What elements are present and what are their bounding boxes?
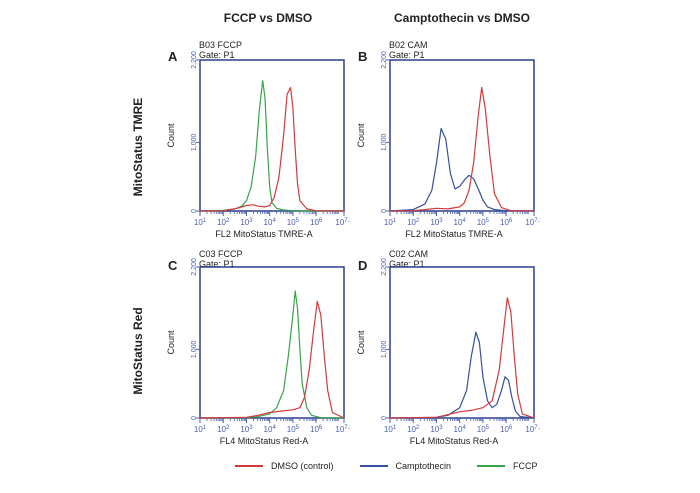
x-tick-label-c: 103 bbox=[240, 425, 253, 434]
column-title-fccp: FCCP vs DMSO bbox=[168, 11, 368, 25]
x-tick-label-c: 106 bbox=[310, 425, 323, 434]
legend-swatch-camptothecin bbox=[360, 465, 388, 467]
x-tick-label-a: 105 bbox=[287, 218, 300, 227]
y-tick-label-d: 0 bbox=[381, 416, 388, 420]
x-axis-label-a: FL2 MitoStatus TMRE-A bbox=[215, 229, 312, 239]
x-tick-label-c: 105 bbox=[287, 425, 300, 434]
x-tick-label-b: 102 bbox=[407, 218, 420, 227]
x-tick-label-a: 104 bbox=[264, 218, 277, 227]
y-tick-label-a: 1,000 bbox=[191, 134, 198, 152]
column-title-camptothecin: Camptothecin vs DMSO bbox=[362, 11, 562, 25]
plot-frame-c bbox=[200, 267, 344, 418]
legend-label-dmso: DMSO (control) bbox=[271, 461, 334, 471]
chart-panel-d: 101 102 103 104 105 106 107.2 0 1,000 2,200 Count F… bbox=[350, 257, 540, 447]
chart-panel-c: 101 102 103 104 105 106 107.2 0 1,000 2,200 Count F… bbox=[160, 257, 350, 447]
y-tick-label-c: 0 bbox=[191, 416, 198, 420]
chart-panel-b: 101 102 103 104 105 106 107.2 0 1,000 2,200 Count F… bbox=[350, 50, 540, 240]
y-tick-label-c: 2,200 bbox=[191, 258, 198, 276]
series-line-fccp bbox=[200, 81, 344, 211]
x-tick-label-d: 102 bbox=[407, 425, 420, 434]
series-line-camptothecin bbox=[390, 332, 534, 418]
row-title-tmre: MitoStatus TMRE bbox=[131, 67, 145, 227]
y-tick-label-a: 2,200 bbox=[191, 51, 198, 69]
x-axis-label-c: FL4 MitoStatus Red-A bbox=[220, 436, 309, 446]
x-tick-label-b: 101 bbox=[384, 218, 397, 227]
series-line-dmso-control bbox=[200, 301, 344, 418]
y-axis-label-d: Count bbox=[356, 330, 366, 355]
series-line-dmso-control bbox=[200, 88, 344, 212]
x-axis-label-d: FL4 MitoStatus Red-A bbox=[410, 436, 499, 446]
x-tick-label-d: 105 bbox=[477, 425, 490, 434]
x-tick-label-a: 102 bbox=[217, 218, 230, 227]
x-tick-label-a: 101 bbox=[194, 218, 207, 227]
legend-label-fccp: FCCP bbox=[513, 461, 538, 471]
series-line-dmso-control bbox=[390, 88, 534, 212]
x-tick-label-c: 104 bbox=[264, 425, 277, 434]
y-tick-label-d: 2,200 bbox=[381, 258, 388, 276]
y-tick-label-c: 1,000 bbox=[191, 341, 198, 359]
y-tick-label-d: 1,000 bbox=[381, 341, 388, 359]
x-tick-label-d: 103 bbox=[430, 425, 443, 434]
x-tick-label-b: 105 bbox=[477, 218, 490, 227]
x-tick-label-b: 103 bbox=[430, 218, 443, 227]
x-tick-label-b: 107.2 bbox=[525, 218, 540, 227]
series-line-fccp bbox=[200, 291, 344, 418]
panel-a-sample: B03 FCCP bbox=[199, 40, 242, 50]
legend-item-fccp: FCCP bbox=[477, 461, 538, 471]
x-tick-label-b: 106 bbox=[500, 218, 513, 227]
legend-swatch-fccp bbox=[477, 465, 505, 467]
x-axis-label-b: FL2 MitoStatus TMRE-A bbox=[405, 229, 502, 239]
y-tick-label-b: 0 bbox=[381, 209, 388, 213]
y-tick-label-b: 1,000 bbox=[381, 134, 388, 152]
legend-item-camptothecin: Camptothecin bbox=[360, 461, 452, 471]
y-tick-label-b: 2,200 bbox=[381, 51, 388, 69]
x-tick-label-d: 107.2 bbox=[525, 425, 540, 434]
plot-frame-d bbox=[390, 267, 534, 418]
x-tick-label-d: 106 bbox=[500, 425, 513, 434]
x-tick-label-d: 101 bbox=[384, 425, 397, 434]
x-tick-label-c: 107.2 bbox=[335, 425, 350, 434]
x-tick-label-b: 104 bbox=[454, 218, 467, 227]
row-title-red: MitoStatus Red bbox=[131, 271, 145, 431]
plot-frame-a bbox=[200, 60, 344, 211]
legend-swatch-dmso bbox=[235, 465, 263, 467]
legend-item-dmso: DMSO (control) bbox=[235, 461, 334, 471]
y-axis-label-c: Count bbox=[166, 330, 176, 355]
x-tick-label-a: 103 bbox=[240, 218, 253, 227]
y-axis-label-a: Count bbox=[166, 123, 176, 148]
chart-panel-a: 101 102 103 104 105 106 107.2 0 1,000 2,200 Count F… bbox=[160, 50, 350, 240]
legend: DMSO (control) Camptothecin FCCP bbox=[235, 461, 564, 471]
plot-frame-b bbox=[390, 60, 534, 211]
x-tick-label-d: 104 bbox=[454, 425, 467, 434]
series-line-camptothecin bbox=[390, 129, 534, 211]
x-tick-label-a: 106 bbox=[310, 218, 323, 227]
y-tick-label-a: 0 bbox=[191, 209, 198, 213]
panel-b-sample: B02 CAM bbox=[389, 40, 428, 50]
legend-label-camptothecin: Camptothecin bbox=[396, 461, 452, 471]
x-tick-label-c: 102 bbox=[217, 425, 230, 434]
y-axis-label-b: Count bbox=[356, 123, 366, 148]
x-tick-label-c: 101 bbox=[194, 425, 207, 434]
x-tick-label-a: 107.2 bbox=[335, 218, 350, 227]
